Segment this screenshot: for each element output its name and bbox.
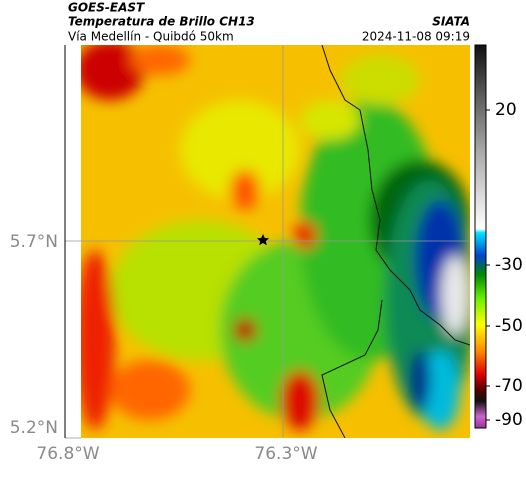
coastline bbox=[321, 45, 470, 438]
field-blob bbox=[81, 45, 145, 100]
field-blob bbox=[293, 221, 317, 249]
field-blob bbox=[441, 255, 469, 335]
colorbar-label: -50 bbox=[495, 316, 523, 336]
source: SIATA bbox=[432, 15, 470, 29]
colorbar-label: 20 bbox=[495, 100, 517, 120]
colorbar-label: -90 bbox=[495, 410, 523, 430]
field-blob bbox=[230, 170, 260, 210]
city-marker bbox=[256, 234, 270, 246]
colorbar bbox=[474, 44, 487, 429]
field-blob bbox=[130, 45, 190, 75]
lat-label: 5.7°N bbox=[10, 232, 58, 252]
route: Vía Medellín - Quibdó 50km bbox=[68, 30, 234, 44]
field-blob bbox=[280, 370, 320, 430]
title: GOES-EAST bbox=[68, 1, 145, 15]
temperature-field bbox=[81, 45, 470, 430]
field-blob bbox=[81, 250, 115, 430]
lon-label: 76.3°W bbox=[254, 444, 317, 464]
field-blob bbox=[420, 350, 460, 430]
colorbar-label: -30 bbox=[495, 255, 523, 275]
field-blob bbox=[233, 318, 257, 342]
field-blob bbox=[410, 350, 430, 410]
timestamp: 2024-11-08 09:19 bbox=[362, 30, 470, 44]
lat-label: 5.2°N bbox=[10, 418, 58, 438]
field-blob bbox=[340, 55, 420, 105]
colorbar-ticks: 20 -30 -50 -70 -90 bbox=[486, 100, 523, 430]
field-blob bbox=[110, 360, 190, 420]
satellite-image bbox=[81, 45, 470, 438]
subtitle: Temperatura de Brillo CH13 bbox=[68, 15, 255, 29]
lon-label: 76.8°W bbox=[36, 444, 99, 464]
colorbar-label: -70 bbox=[495, 376, 523, 396]
field-blob bbox=[300, 100, 360, 140]
field-blob bbox=[180, 100, 300, 200]
